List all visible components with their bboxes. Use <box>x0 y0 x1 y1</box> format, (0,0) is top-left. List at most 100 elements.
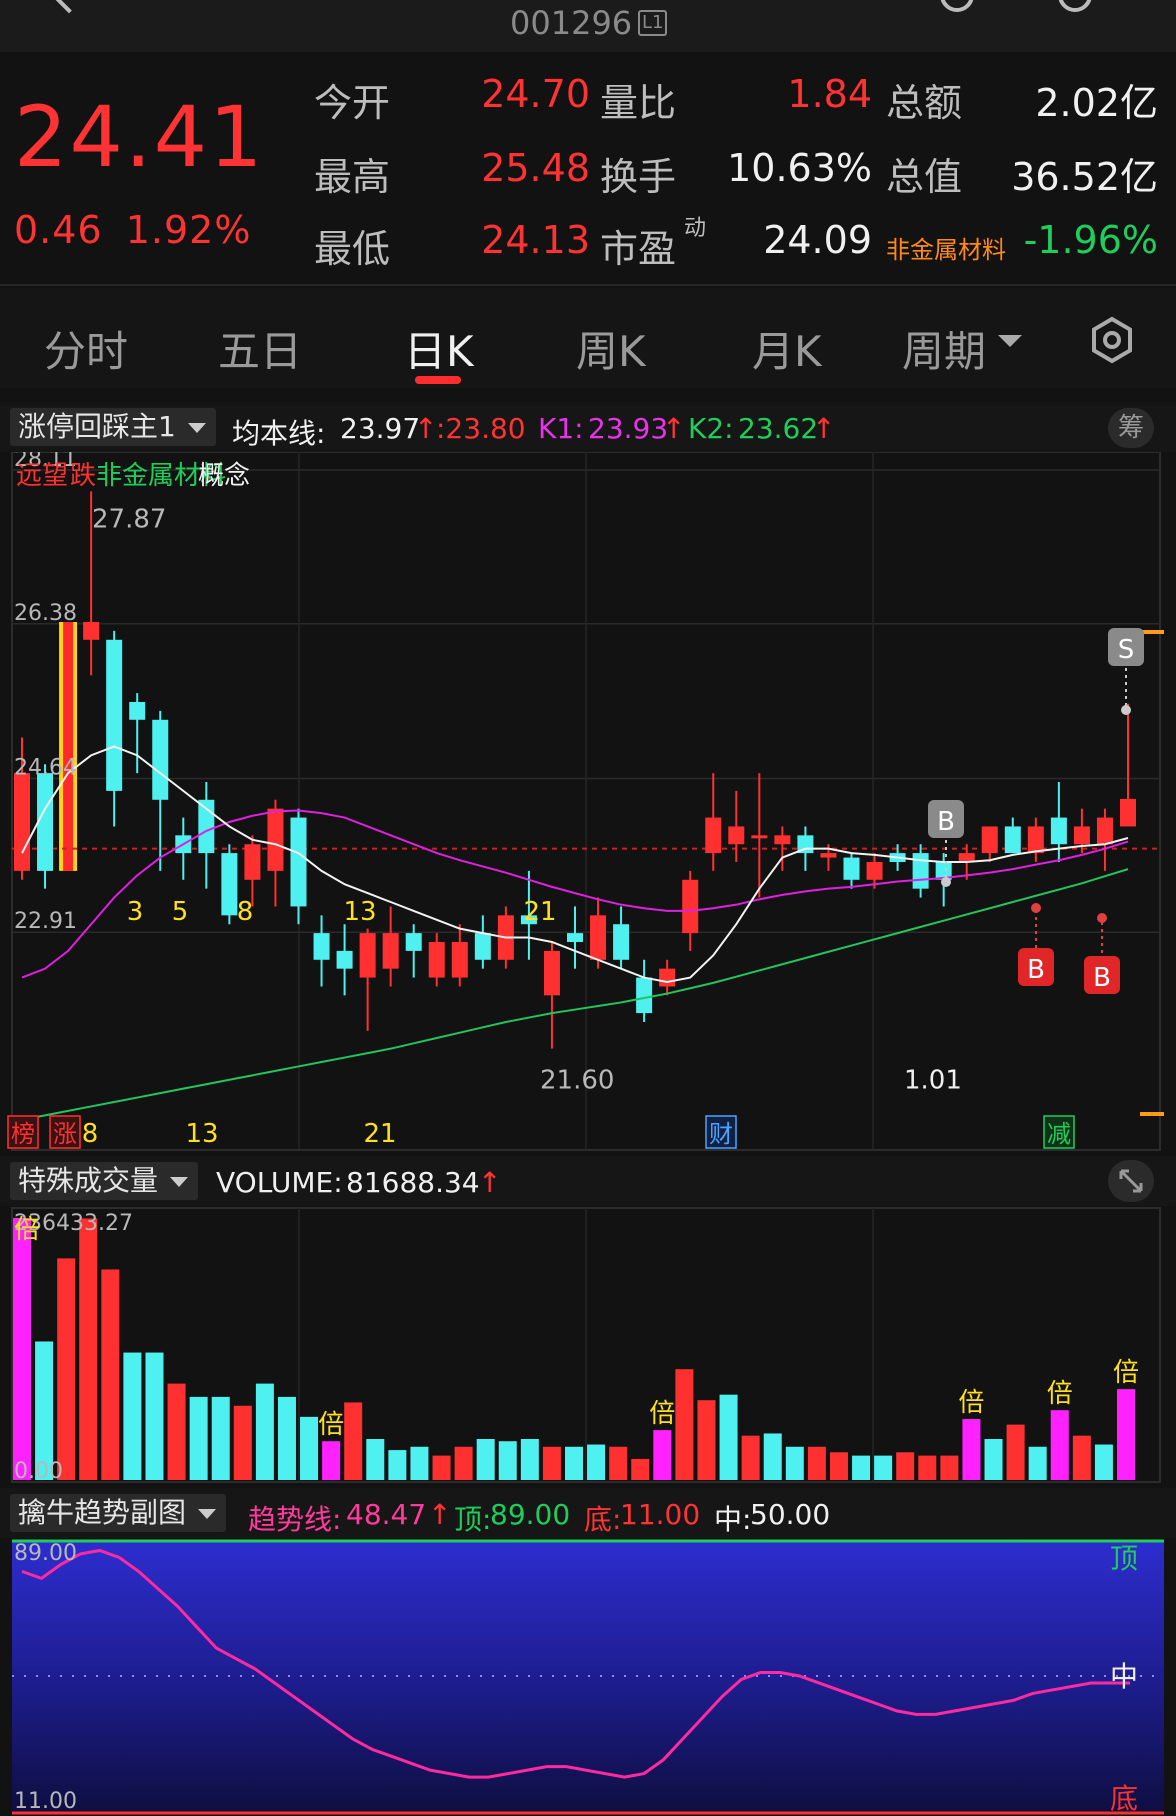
badge-finance-box <box>705 1115 737 1149</box>
main-indicator-name: 涨停回踩主1 <box>18 410 176 443</box>
volume-indicator-header: 特殊成交量 VOLUME: 81688.34 ↑ <box>0 1156 1176 1206</box>
back-icon[interactable] <box>50 0 88 14</box>
trend-chart[interactable]: 89.00 11.00 顶中底 <box>0 1538 1176 1816</box>
k1-label: K1: <box>538 412 584 445</box>
avg-line-value: 23.97 <box>340 412 421 445</box>
change-percent: 1.92% <box>125 208 252 252</box>
user-icon[interactable] <box>940 0 974 12</box>
tab-weekly-k[interactable]: 周K <box>576 327 646 376</box>
volume-value: 81688.34 <box>346 1166 480 1199</box>
candle-body <box>290 817 307 907</box>
signal-b-red: B <box>1027 955 1045 985</box>
trend-line <box>21 1548 1130 1779</box>
badge-finance: 财 <box>709 1120 733 1148</box>
up-arrow-icon: ↑ <box>478 1166 502 1199</box>
candle-body <box>359 933 376 978</box>
volume-bar <box>631 1458 650 1480</box>
tab-daily-k[interactable]: 日K <box>404 327 474 376</box>
volume-max-label: 236433.27 <box>14 1211 133 1236</box>
candle-body <box>705 817 722 854</box>
active-tab-indicator <box>415 376 461 384</box>
settings-icon[interactable] <box>1088 316 1136 364</box>
volume-indicator-selector[interactable]: 特殊成交量 <box>10 1162 199 1200</box>
trend-indicator-selector[interactable]: 擒牛趋势副图 <box>10 1494 227 1532</box>
volume-bar <box>1006 1424 1025 1480</box>
tab-intraday[interactable]: 分时 <box>44 327 129 376</box>
candle-body <box>659 968 676 987</box>
high-value: 25.48 <box>481 146 590 190</box>
volume-marker: 倍 <box>958 1388 984 1418</box>
candle-body <box>543 950 560 996</box>
volume-bar <box>719 1394 738 1480</box>
volume-bar <box>874 1455 893 1480</box>
volume-bar <box>476 1438 495 1480</box>
sector-name[interactable]: 非金属材料 <box>886 236 1006 264</box>
candle-body <box>221 853 238 916</box>
volume-bar <box>167 1383 186 1480</box>
candle-body <box>1073 826 1090 845</box>
volume-bar <box>101 1269 120 1480</box>
signal-dot <box>1121 705 1131 715</box>
y-tick-label: 24.64 <box>14 755 77 780</box>
tab-period[interactable]: 周期 <box>902 327 987 376</box>
tab-monthly-k[interactable]: 月K <box>752 327 822 376</box>
volume-bar <box>145 1352 164 1480</box>
y-tick-label: 26.38 <box>14 601 77 626</box>
mid-value: 50.00 <box>750 1498 831 1531</box>
candlestick-chart[interactable]: 28.11 26.38 24.64 22.91 27.87 21.60 1.01 远望跌非金属… <box>0 452 1176 1152</box>
signal-dot <box>1097 913 1107 923</box>
current-price: 24.41 <box>14 88 265 186</box>
search-icon[interactable] <box>1058 0 1092 12</box>
volume-bar <box>697 1400 716 1480</box>
chevron-down-icon <box>998 335 1022 347</box>
volume-bar <box>432 1455 451 1480</box>
volume-bar <box>918 1455 937 1480</box>
volume-chart[interactable]: 倍倍倍倍倍236433.27倍0.00 <box>0 1206 1176 1486</box>
volume-ratio-value: 1.84 <box>787 72 872 116</box>
trend-value: 48.47 <box>346 1498 427 1531</box>
tab-five-day[interactable]: 五日 <box>218 327 303 376</box>
volume-bar <box>79 1218 98 1480</box>
volume-bar <box>984 1438 1003 1480</box>
volume-bar <box>1050 1410 1069 1480</box>
dropdown-icon <box>187 423 206 433</box>
volume-marker: 倍 <box>1113 1358 1139 1388</box>
trend-indicator-header: 擒牛趋势副图 趋势线: 48.47 ↑ 顶: 89.00 底: 11.00 中:… <box>0 1488 1176 1538</box>
volume-bar <box>498 1441 517 1480</box>
badge-limit-up-box <box>49 1115 81 1149</box>
overlay-stock-name: 远望 <box>16 461 68 491</box>
volume-marker: 倍 <box>14 1215 40 1245</box>
trend-min-label: 11.00 <box>14 1789 77 1814</box>
candle-body <box>152 719 169 800</box>
price-marker <box>1140 1112 1164 1116</box>
volume-bar <box>255 1383 274 1480</box>
candle-body <box>198 799 215 854</box>
volume-bar <box>741 1435 760 1480</box>
turnover-label: 换手 <box>600 155 677 199</box>
candle-body <box>83 622 100 640</box>
candle-body <box>428 942 445 978</box>
signal-dot <box>1031 903 1041 913</box>
count-label: 13 <box>343 897 376 927</box>
candle-body <box>37 773 54 871</box>
signal-s: S <box>1118 635 1135 665</box>
volume-bar <box>454 1446 473 1480</box>
count-label: 8 <box>237 897 254 927</box>
signal-s-box <box>1108 628 1144 666</box>
chip-distribution-button[interactable]: 筹 <box>1108 408 1154 448</box>
up-arrow-icon: ↑ <box>662 412 686 445</box>
trend-label: 趋势线: <box>248 1503 342 1536</box>
main-indicator-selector[interactable]: 涨停回踩主1 <box>10 408 216 446</box>
low-label: 最低 <box>314 227 391 271</box>
signal-b-red: B <box>1093 963 1111 993</box>
k1-value: 23.93 <box>588 412 669 445</box>
candle-body <box>14 773 30 871</box>
volume-bar <box>653 1430 672 1480</box>
volume-bar <box>829 1452 848 1480</box>
expand-icon[interactable] <box>1108 1160 1154 1202</box>
volume-bar <box>366 1438 385 1480</box>
dropdown-icon <box>170 1177 189 1187</box>
badge-reduce-box <box>1043 1115 1075 1149</box>
candle-body <box>129 702 146 720</box>
y-tick-label: 28.11 <box>14 452 77 472</box>
